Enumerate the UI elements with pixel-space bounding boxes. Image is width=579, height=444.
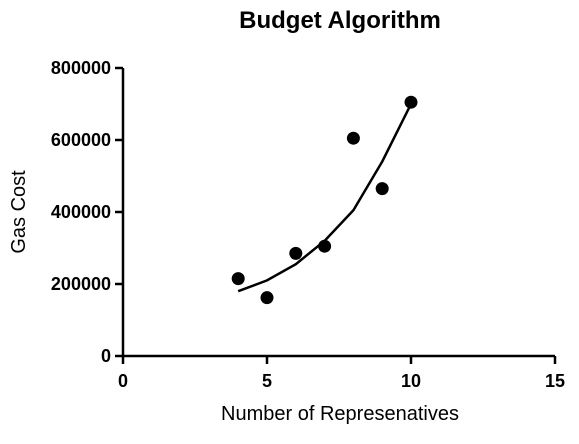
x-axis-label: Number of Represenatives [221,403,459,425]
x-tick-label: 10 [401,371,421,391]
data-point [318,239,332,253]
y-tick-label: 400000 [51,202,111,222]
fit-curve [237,103,413,293]
y-tick-label: 200000 [51,274,111,294]
y-tick-label: 800000 [51,58,111,78]
y-tick-label: 0 [101,346,111,366]
x-tick-label: 15 [545,371,565,391]
ticks: 0 200000 400000 600000 800000 0 5 10 15 [51,58,565,391]
x-tick-label: 5 [262,371,272,391]
data-point [260,291,274,305]
y-axis-label: Gas Cost [8,170,30,254]
x-tick-label: 0 [118,371,128,391]
data-point [231,272,245,286]
data-point [289,246,303,260]
fit-curve-layer [237,103,413,293]
data-point [404,95,418,109]
data-point [375,182,389,196]
data-point [346,131,360,145]
points-layer [231,95,418,305]
chart-title: Budget Algorithm [239,7,441,34]
y-tick-label: 600000 [51,130,111,150]
axes [121,68,555,358]
